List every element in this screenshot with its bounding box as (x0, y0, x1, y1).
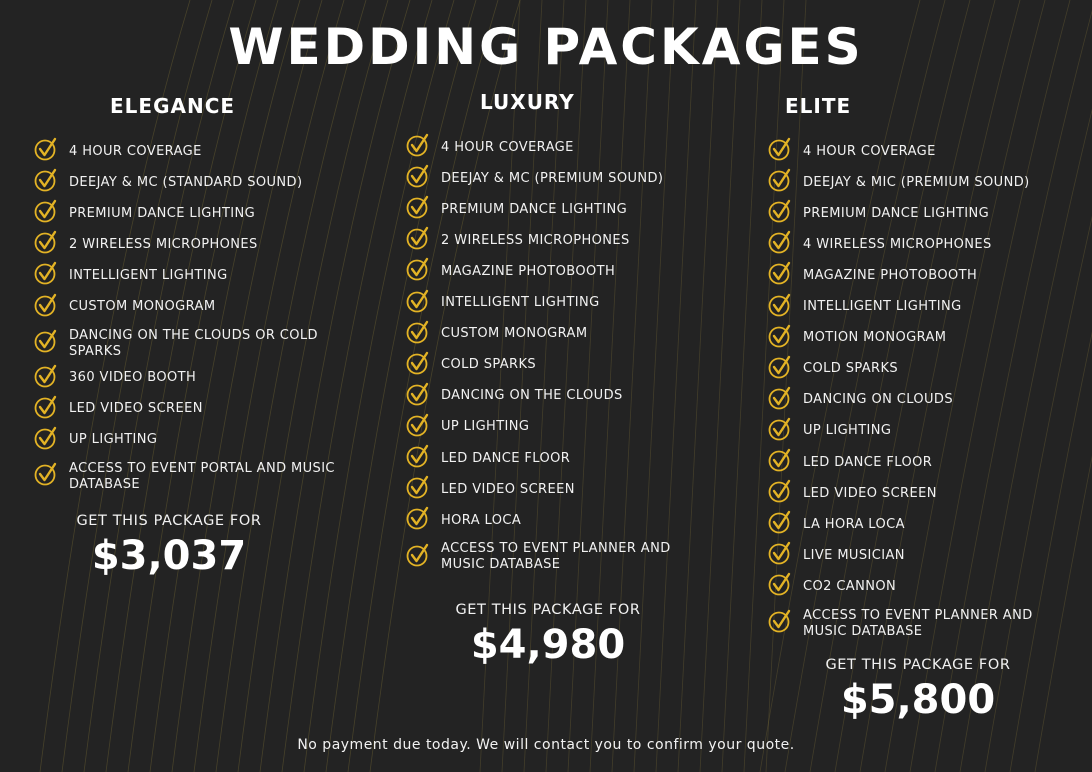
feature-item: LED DANCE FLOOR (406, 444, 686, 473)
feature-item: MAGAZINE PHOTOBOOTH (406, 257, 686, 286)
check-icon (406, 226, 441, 255)
feature-item: DEEJAY & MC (STANDARD SOUND) (34, 168, 374, 197)
package-price: $3,037 (91, 533, 247, 579)
feature-item: 2 WIRELESS MICROPHONES (406, 226, 686, 255)
feature-item: 4 HOUR COVERAGE (34, 137, 374, 166)
check-icon (34, 137, 69, 166)
check-icon (406, 289, 441, 318)
check-icon (34, 168, 69, 197)
feature-item: 4 WIRELESS MICROPHONES (768, 230, 1048, 259)
feature-item: CUSTOM MONOGRAM (34, 293, 374, 322)
package-price: $4,980 (470, 622, 626, 668)
check-icon (406, 475, 441, 504)
feature-item: 2 WIRELESS MICROPHONES (34, 230, 374, 259)
check-icon (768, 386, 803, 415)
package-name: ELITE (785, 94, 852, 118)
check-icon (768, 230, 803, 259)
feature-item: 360 VIDEO BOOTH (34, 364, 374, 393)
feature-item: CUSTOM MONOGRAM (406, 320, 686, 349)
feature-item: UP LIGHTING (406, 413, 686, 442)
check-icon (34, 261, 69, 290)
check-icon (406, 413, 441, 442)
check-icon (406, 320, 441, 349)
check-icon (406, 257, 441, 286)
check-icon (34, 199, 69, 228)
feature-item: HORA LOCA (406, 506, 686, 535)
check-icon (34, 230, 69, 259)
feature-item: INTELLIGENT LIGHTING (34, 261, 374, 290)
check-icon (768, 199, 803, 228)
feature-item: ACCESS TO EVENT PORTAL AND MUSIC DATABAS… (34, 461, 374, 493)
check-icon (768, 479, 803, 508)
feature-item: LED VIDEO SCREEN (406, 475, 686, 504)
check-icon (406, 164, 441, 193)
feature-item: ACCESS TO EVENT PLANNER AND MUSIC DATABA… (406, 541, 686, 573)
feature-item: INTELLIGENT LIGHTING (768, 293, 1048, 322)
feature-item: DANCING ON THE CLOUDS (406, 382, 686, 411)
check-icon (406, 444, 441, 473)
feature-item: DEEJAY & MIC (PREMIUM SOUND) (768, 168, 1048, 197)
check-icon (34, 426, 69, 455)
check-icon (406, 195, 441, 224)
check-icon (34, 364, 69, 393)
check-icon (768, 293, 803, 322)
feature-item: ACCESS TO EVENT PLANNER AND MUSIC DATABA… (768, 608, 1048, 640)
package-price: $5,800 (840, 677, 996, 723)
check-icon (406, 506, 441, 535)
page-title: WEDDING PACKAGES (228, 18, 864, 76)
feature-item: LA HORA LOCA (768, 510, 1048, 539)
check-icon (768, 324, 803, 353)
feature-item: LED DANCE FLOOR (768, 448, 1048, 477)
check-icon (34, 293, 69, 322)
feature-item: DANCING ON THE CLOUDS OR COLD SPARKS (34, 328, 374, 360)
cta-text: GET THIS PACKAGE FOR (825, 657, 1011, 673)
check-icon (768, 137, 803, 166)
feature-item: MOTION MONOGRAM (768, 324, 1048, 353)
feature-item: PREMIUM DANCE LIGHTING (34, 199, 374, 228)
feature-item: COLD SPARKS (768, 355, 1048, 384)
check-icon (768, 355, 803, 384)
feature-item: DANCING ON CLOUDS (768, 386, 1048, 415)
feature-item: LED VIDEO SCREEN (34, 395, 374, 424)
feature-item: LIVE MUSICIAN (768, 541, 1048, 570)
check-icon (768, 417, 803, 446)
check-icon (768, 261, 803, 290)
check-icon (406, 133, 441, 162)
check-icon (768, 510, 803, 539)
check-icon (768, 448, 803, 477)
check-icon (768, 168, 803, 197)
check-icon (406, 543, 441, 572)
cta-text: GET THIS PACKAGE FOR (76, 513, 262, 529)
feature-item: 4 HOUR COVERAGE (768, 137, 1048, 166)
feature-item: PREMIUM DANCE LIGHTING (768, 199, 1048, 228)
feature-item: DEEJAY & MC (PREMIUM SOUND) (406, 164, 686, 193)
check-icon (34, 395, 69, 424)
check-icon (768, 541, 803, 570)
feature-item: LED VIDEO SCREEN (768, 479, 1048, 508)
feature-item: CO2 CANNON (768, 572, 1048, 601)
cta-text: GET THIS PACKAGE FOR (455, 602, 641, 618)
feature-item: UP LIGHTING (768, 417, 1048, 446)
feature-item: UP LIGHTING (34, 426, 374, 455)
package-name: ELEGANCE (110, 94, 236, 118)
package-name: LUXURY (480, 90, 575, 114)
feature-item: PREMIUM DANCE LIGHTING (406, 195, 686, 224)
check-icon (34, 329, 69, 358)
check-icon (406, 351, 441, 380)
feature-item: COLD SPARKS (406, 351, 686, 380)
feature-item: 4 HOUR COVERAGE (406, 133, 686, 162)
check-icon (768, 572, 803, 601)
feature-item: MAGAZINE PHOTOBOOTH (768, 261, 1048, 290)
check-icon (768, 609, 803, 638)
check-icon (34, 462, 69, 491)
footer-note: No payment due today. We will contact yo… (297, 737, 795, 753)
feature-item: INTELLIGENT LIGHTING (406, 289, 686, 318)
check-icon (406, 382, 441, 411)
